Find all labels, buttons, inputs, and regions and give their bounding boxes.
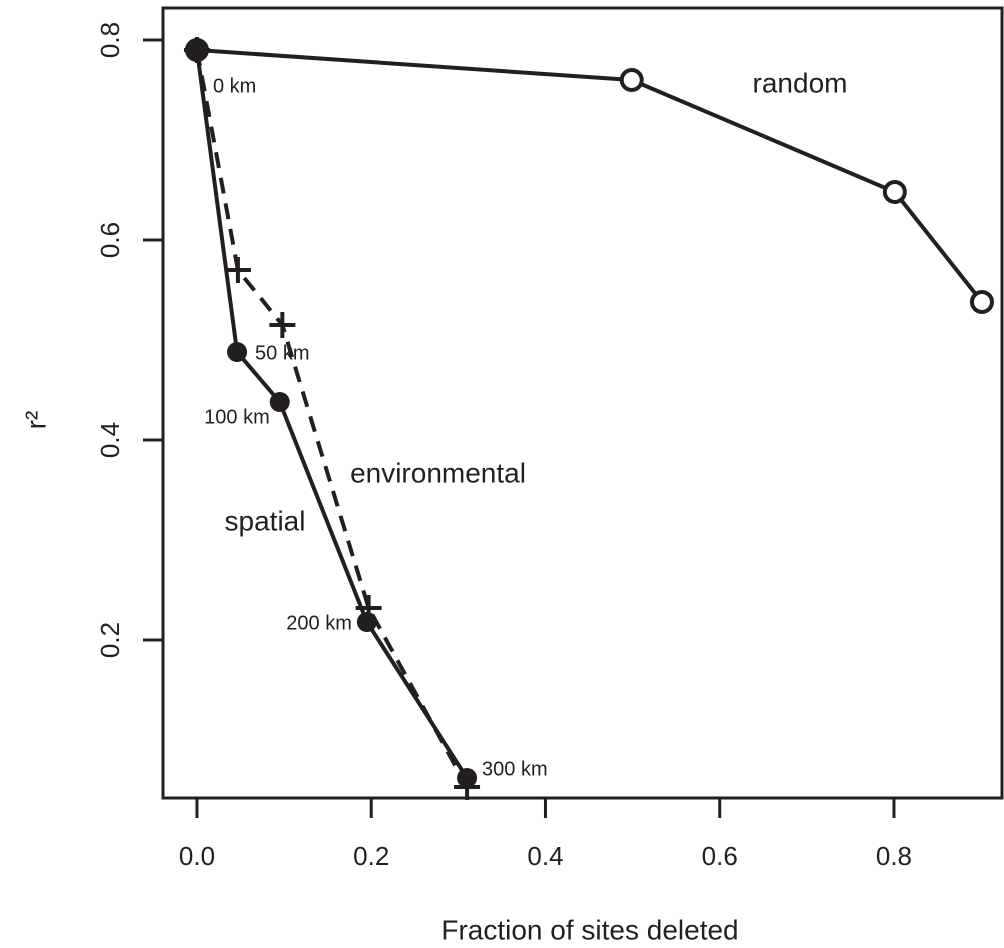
series-label: environmental xyxy=(350,457,526,488)
point xyxy=(269,312,296,338)
point xyxy=(882,180,907,204)
point-label: 300 km xyxy=(482,758,548,780)
x-tick-label: 0.8 xyxy=(876,841,912,871)
y-tick-label: 0.8 xyxy=(95,22,125,58)
x-axis-title: Fraction of sites deleted xyxy=(441,914,738,945)
plot-frame xyxy=(161,6,1004,800)
x-tick-label: 0.0 xyxy=(179,841,215,871)
point xyxy=(227,342,248,362)
point-label: 200 km xyxy=(286,612,352,634)
point xyxy=(183,37,210,63)
series-line xyxy=(196,48,984,304)
y-axis-title: r² xyxy=(20,411,51,430)
y-tick-label: 0.6 xyxy=(95,222,125,258)
point-label: 50 km xyxy=(255,342,309,364)
x-tick-label: 0.4 xyxy=(527,841,563,871)
point xyxy=(619,68,644,92)
x-tick-label: 0.6 xyxy=(702,841,738,871)
x-tick-label: 0.2 xyxy=(353,841,389,871)
y-tick-label: 0.2 xyxy=(95,622,125,658)
point xyxy=(224,257,251,283)
point-label: 100 km xyxy=(204,406,270,428)
point xyxy=(355,595,382,621)
point xyxy=(969,290,994,314)
point-label: 0 km xyxy=(213,75,256,97)
y-tick-label: 0.4 xyxy=(95,422,125,458)
series-label: spatial xyxy=(225,505,306,536)
point xyxy=(269,392,290,412)
series-label: random xyxy=(753,67,848,98)
point xyxy=(454,774,481,800)
